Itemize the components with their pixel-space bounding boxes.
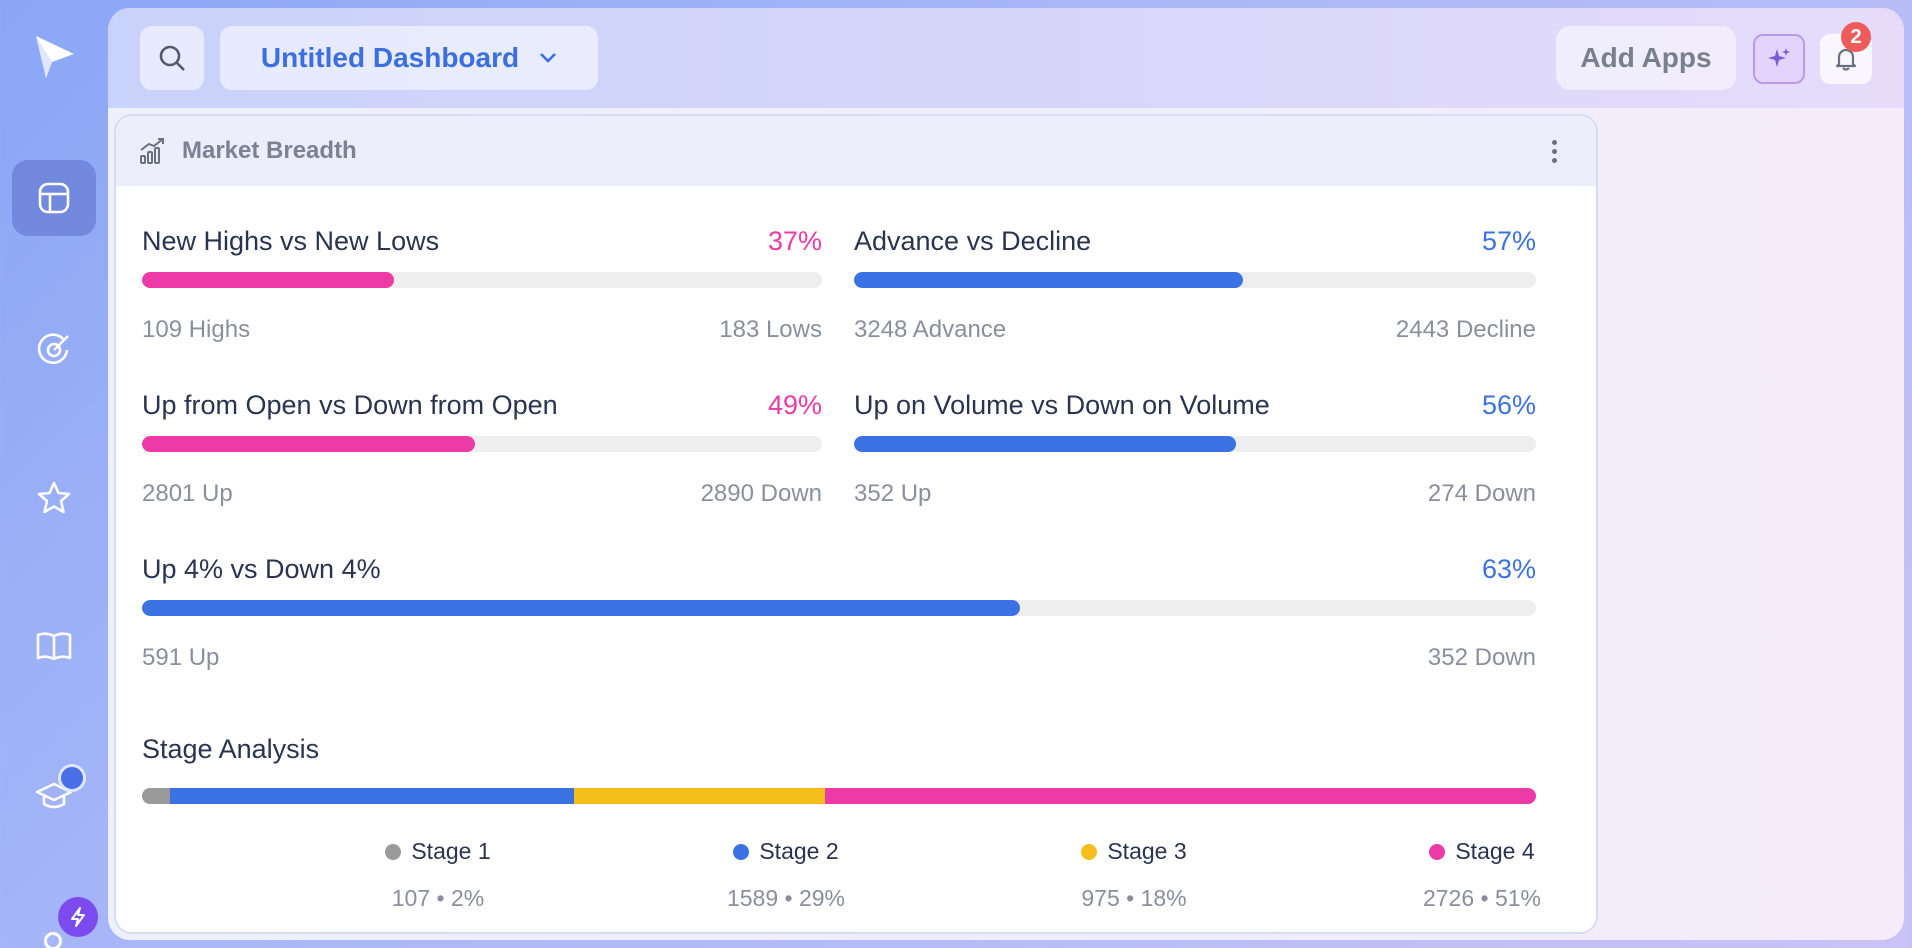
stage-analysis-title: Stage Analysis xyxy=(142,734,320,764)
dashboard-selector[interactable]: Untitled Dashboard xyxy=(220,26,598,90)
metric-track xyxy=(142,272,822,288)
more-dot-icon xyxy=(1551,149,1557,154)
metric-fill xyxy=(142,272,394,288)
metric-fill xyxy=(854,436,1236,452)
metric-percent: 37% xyxy=(767,226,822,256)
metric-name: Advance vs Decline xyxy=(854,226,1092,256)
legend-stage-1: Stage 1 107 • 2% xyxy=(308,838,568,912)
metric-track xyxy=(854,272,1536,288)
metric-percent: 49% xyxy=(767,390,822,420)
learn-notification-dot xyxy=(58,764,86,792)
add-apps-button[interactable]: Add Apps xyxy=(1556,26,1736,90)
stage-segment xyxy=(142,788,170,804)
metric-track xyxy=(142,436,822,452)
metric-name: New Highs vs New Lows xyxy=(142,226,440,256)
legend-dot xyxy=(1081,843,1098,860)
legend-value: 975 • 18% xyxy=(1081,885,1187,911)
search-button[interactable] xyxy=(140,26,204,90)
metric-track xyxy=(142,600,1536,616)
graduation-cap-icon xyxy=(35,782,73,809)
top-bar: Untitled Dashboard Add Apps 2 xyxy=(108,8,1904,108)
metric-fill xyxy=(142,436,476,452)
metric-right-value: 2890 Down xyxy=(700,480,822,507)
legend-dot xyxy=(1429,843,1446,860)
legend-label: Stage 2 xyxy=(759,838,839,864)
sidebar-item-dashboard[interactable] xyxy=(12,160,96,236)
metric-left-value: 352 Up xyxy=(854,480,932,507)
dashboard-title: Untitled Dashboard xyxy=(260,42,520,73)
main-area: Untitled Dashboard Add Apps 2 xyxy=(108,8,1904,940)
legend-value: 2726 • 51% xyxy=(1422,885,1542,911)
stage-segment xyxy=(574,788,826,804)
left-rail xyxy=(0,0,108,948)
metric-name: Up on Volume vs Down on Volume xyxy=(854,390,1270,420)
legend-stage-4: Stage 4 2726 • 51% xyxy=(1352,838,1596,912)
more-dot-icon xyxy=(1551,140,1557,145)
dashboard-icon xyxy=(38,182,70,214)
metric-right-value: 2443 Decline xyxy=(1395,316,1536,343)
card-title: Market Breadth xyxy=(182,137,357,164)
metric-left-value: 109 Highs xyxy=(142,316,251,343)
card-menu-button[interactable] xyxy=(1550,140,1558,164)
card-header: Market Breadth xyxy=(116,116,1596,186)
metric-name: Up from Open vs Down from Open xyxy=(142,390,558,420)
target-icon xyxy=(37,333,69,365)
legend-value: 1589 • 29% xyxy=(726,885,846,911)
book-icon xyxy=(36,632,72,661)
metric-name: Up 4% vs Down 4% xyxy=(142,554,381,584)
status-ring-icon xyxy=(44,932,62,948)
metric-right-value: 183 Lows xyxy=(719,316,822,343)
metric-right-value: 274 Down xyxy=(1427,480,1536,507)
stage-segment xyxy=(825,788,1536,804)
chart-trend-icon xyxy=(140,138,164,164)
upgrade-button[interactable] xyxy=(58,897,98,937)
app-logo-icon[interactable] xyxy=(30,32,78,80)
market-breadth-card: Market Breadth New Highs vs New Lows 37%… xyxy=(114,114,1598,934)
star-icon xyxy=(37,481,71,514)
legend-dot xyxy=(385,843,402,860)
sidebar-item-library[interactable] xyxy=(12,608,96,684)
stage-segment xyxy=(169,788,575,804)
stage-analysis-bar xyxy=(142,788,1536,804)
metric-left-value: 591 Up xyxy=(142,644,220,671)
chevron-down-icon xyxy=(540,53,557,63)
bell-icon xyxy=(1835,48,1857,71)
metric-fill xyxy=(142,600,1021,616)
sidebar-item-target[interactable] xyxy=(12,310,96,386)
metric-percent: 57% xyxy=(1481,226,1536,256)
legend-label: Stage 4 xyxy=(1455,838,1535,864)
metric-left-value: 3248 Advance xyxy=(854,316,1007,343)
metric-track xyxy=(854,436,1536,452)
legend-value: 107 • 2% xyxy=(391,885,485,911)
sparkle-icon xyxy=(1768,48,1790,67)
ai-assistant-button[interactable] xyxy=(1753,34,1805,84)
legend-dot xyxy=(733,843,750,860)
lightning-icon xyxy=(71,907,85,927)
metric-left-value: 2801 Up xyxy=(142,480,233,507)
search-icon xyxy=(159,45,185,71)
sidebar-item-favorites[interactable] xyxy=(12,460,96,536)
sidebar-item-learn[interactable] xyxy=(12,756,96,832)
notification-badge: 2 xyxy=(1841,22,1871,52)
metric-fill xyxy=(854,272,1243,288)
legend-stage-2: Stage 2 1589 • 29% xyxy=(656,838,916,912)
metric-percent: 63% xyxy=(1481,554,1536,584)
more-dot-icon xyxy=(1551,158,1557,163)
legend-stage-3: Stage 3 975 • 18% xyxy=(1004,838,1264,912)
metric-right-value: 352 Down xyxy=(1427,644,1536,671)
metric-percent: 56% xyxy=(1481,390,1536,420)
legend-label: Stage 3 xyxy=(1107,838,1187,864)
legend-label: Stage 1 xyxy=(411,838,491,864)
